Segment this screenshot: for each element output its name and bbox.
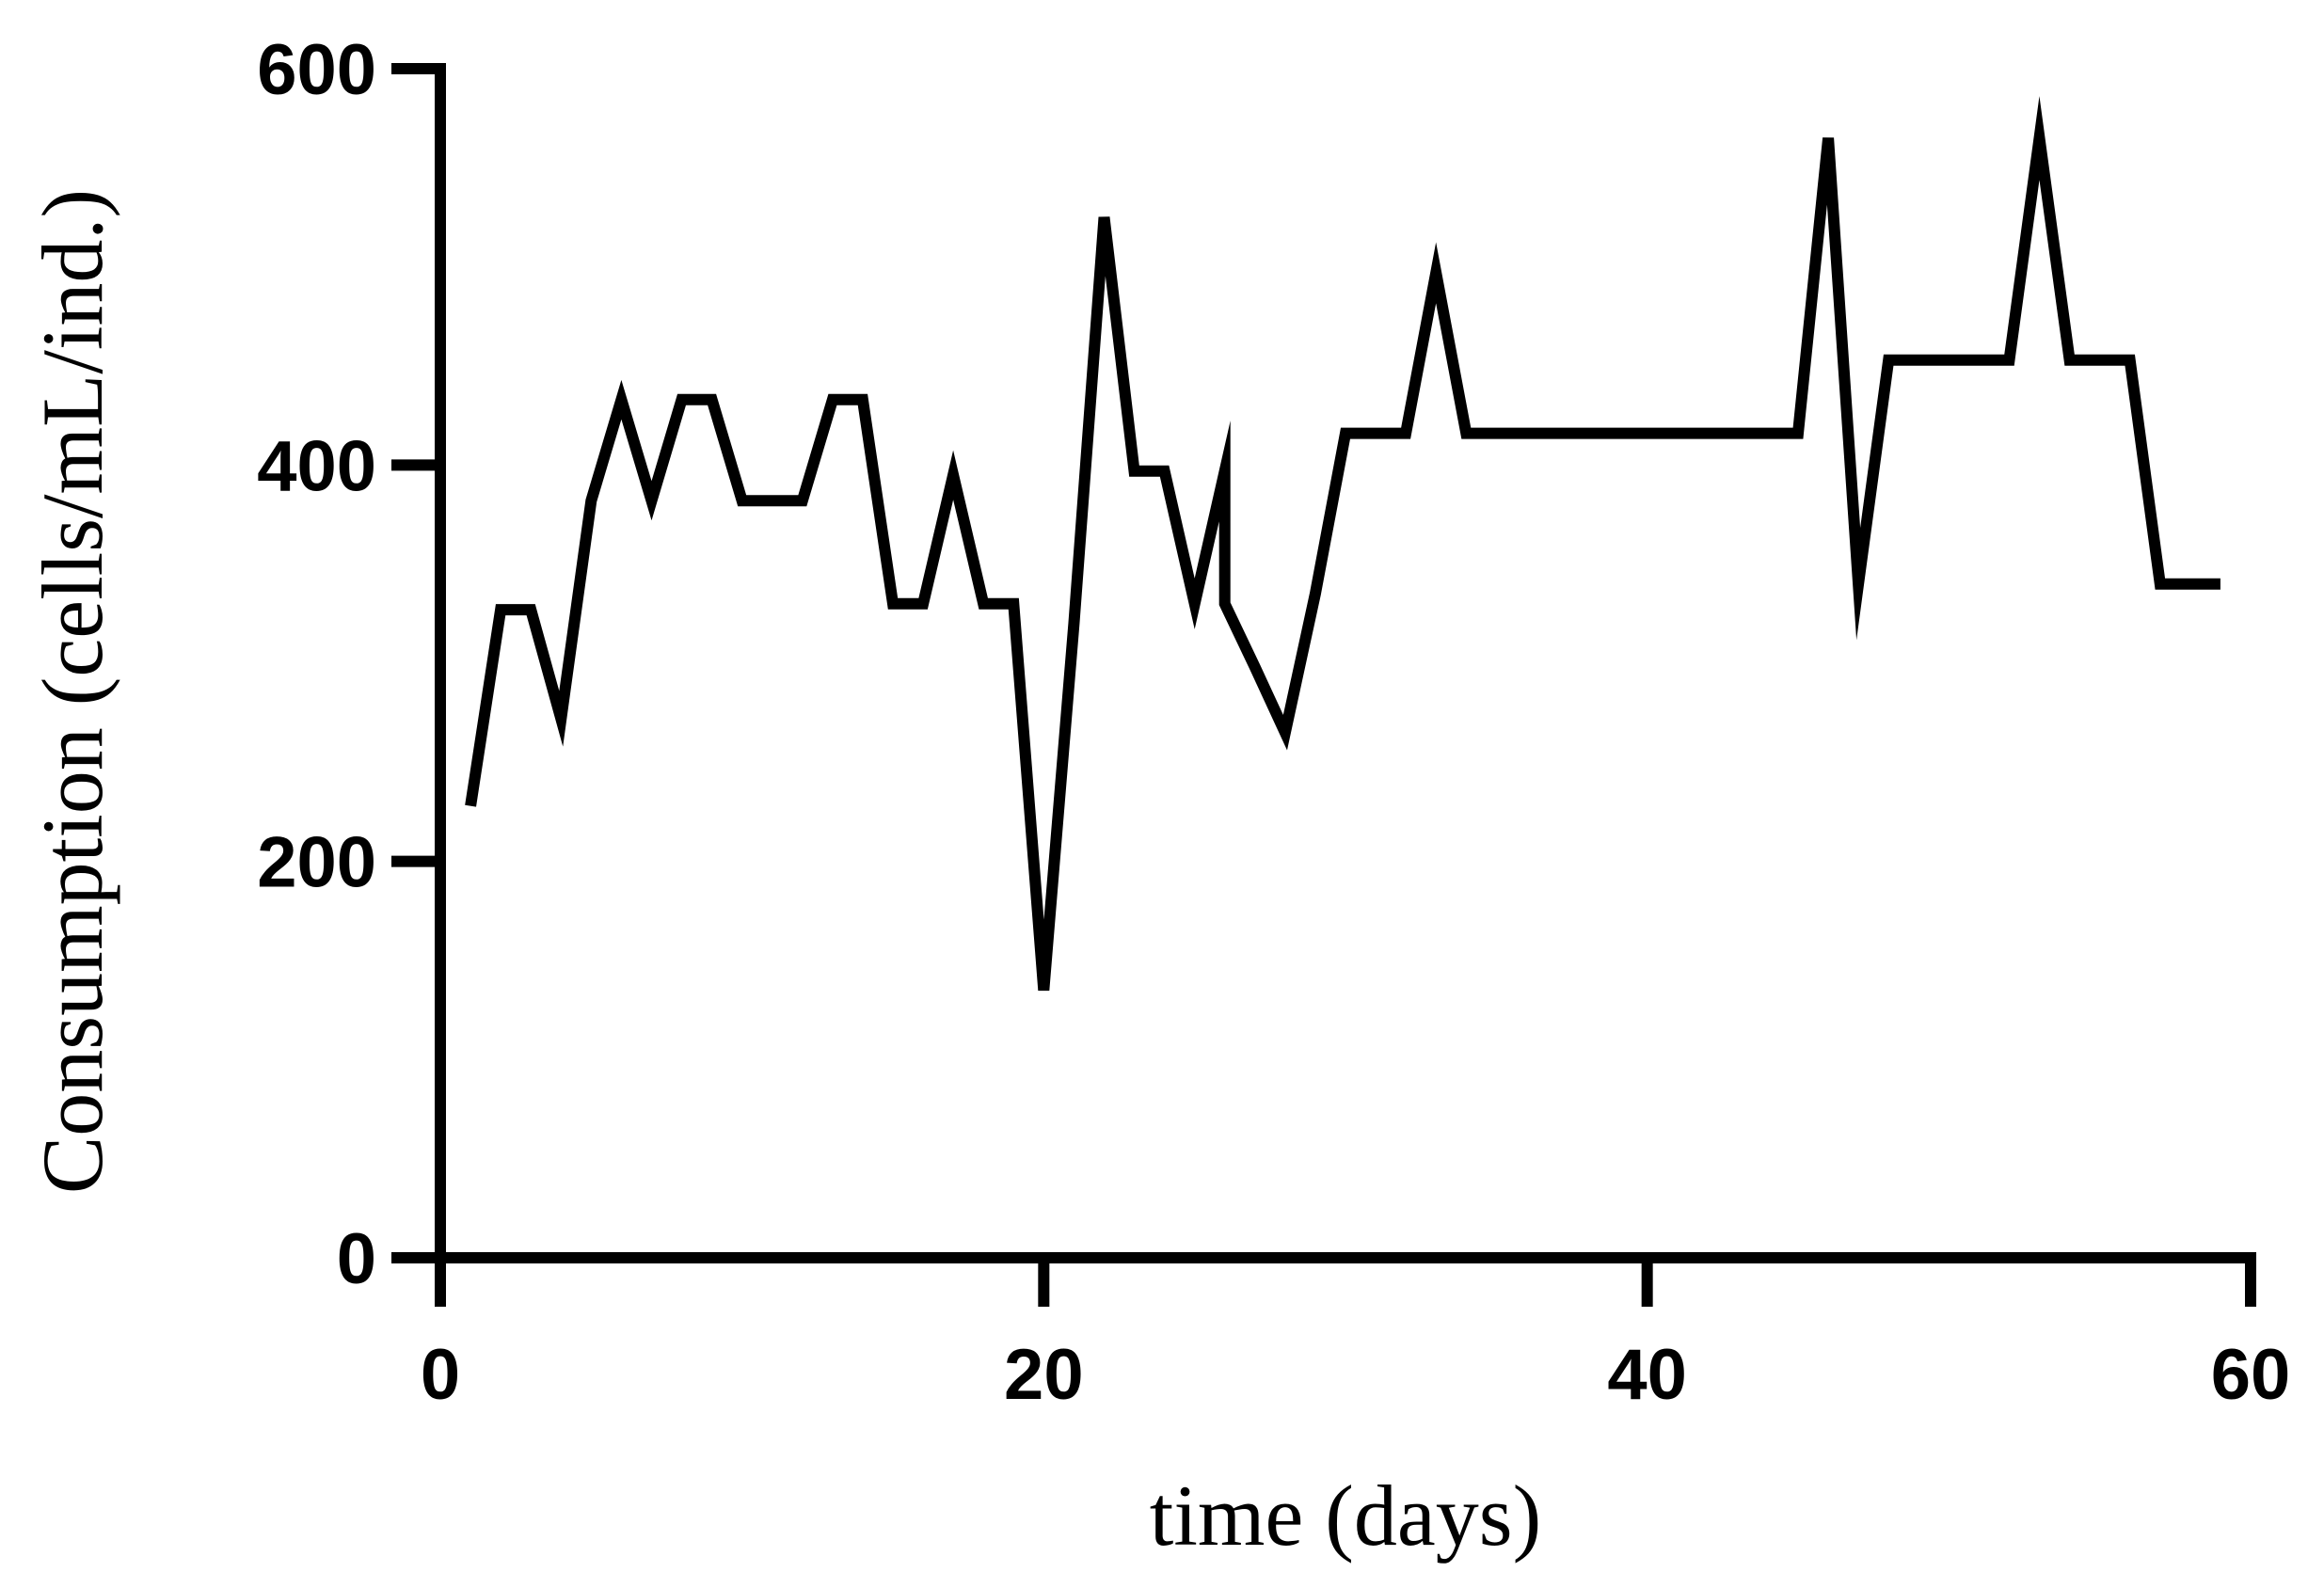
x-tick-label: 40: [1607, 1335, 1687, 1415]
x-tick-label: 20: [1004, 1335, 1084, 1415]
y-tick-label: 400: [257, 426, 376, 506]
axes: [435, 63, 2256, 1263]
x-ticks: 0 20 40 60: [421, 1258, 2290, 1415]
y-tick-label: 0: [337, 1219, 376, 1299]
y-tick-label: 200: [257, 823, 376, 903]
y-axis-title: Consumption (cells/mL/ind.): [24, 189, 120, 1194]
series-line: [465, 96, 2221, 992]
x-tick-label: 60: [2211, 1335, 2291, 1415]
x-tick-label: 0: [421, 1335, 460, 1415]
y-ticks: 0 200 400 600: [257, 30, 440, 1299]
x-axis-title: time (days): [1150, 1468, 1541, 1564]
y-tick-label: 600: [257, 30, 376, 110]
